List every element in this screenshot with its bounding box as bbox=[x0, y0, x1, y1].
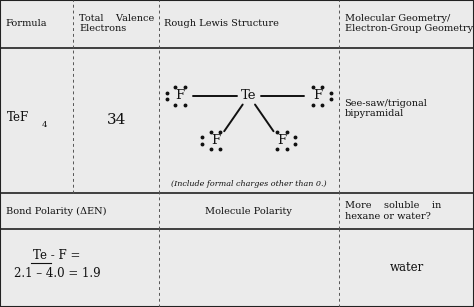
Text: F: F bbox=[313, 89, 322, 103]
Text: F: F bbox=[277, 134, 287, 147]
Text: More    soluble    in
hexane or water?: More soluble in hexane or water? bbox=[345, 201, 441, 221]
Text: Te - F =: Te - F = bbox=[33, 249, 81, 262]
Text: 34: 34 bbox=[107, 114, 126, 127]
Text: Total    Valence
Electrons: Total Valence Electrons bbox=[79, 14, 155, 33]
Text: water: water bbox=[389, 261, 424, 274]
Text: Rough Lewis Structure: Rough Lewis Structure bbox=[164, 19, 279, 28]
Text: F: F bbox=[211, 134, 220, 147]
Text: TeF: TeF bbox=[7, 111, 29, 124]
Text: See-saw/trigonal
bipyramidal: See-saw/trigonal bipyramidal bbox=[345, 99, 428, 118]
Text: (Include formal charges other than 0.): (Include formal charges other than 0.) bbox=[171, 180, 327, 188]
Text: Te: Te bbox=[241, 89, 256, 103]
Text: Bond Polarity (ΔEN): Bond Polarity (ΔEN) bbox=[6, 207, 106, 216]
Text: 4: 4 bbox=[42, 121, 47, 129]
Text: 2.1 – 4.0 = 1.9: 2.1 – 4.0 = 1.9 bbox=[14, 267, 100, 281]
Text: Molecule Polarity: Molecule Polarity bbox=[205, 207, 292, 216]
Text: Molecular Geometry/
Electron-Group Geometry: Molecular Geometry/ Electron-Group Geome… bbox=[345, 14, 473, 33]
Text: Formula: Formula bbox=[6, 19, 47, 28]
Text: F: F bbox=[175, 89, 185, 103]
